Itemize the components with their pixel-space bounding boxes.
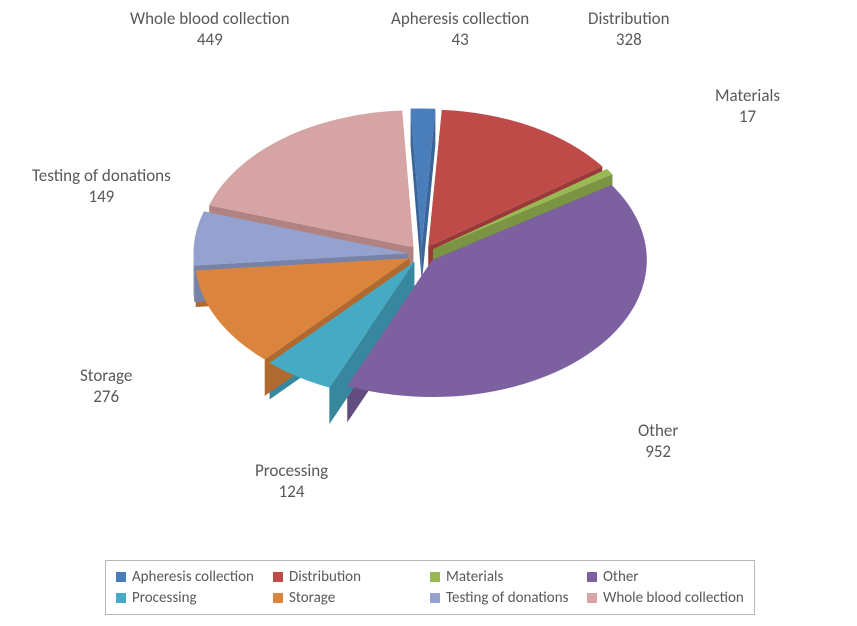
pie-label: Apheresis collection43	[391, 8, 529, 51]
legend-swatch	[587, 572, 597, 582]
pie-label-value: 328	[588, 29, 670, 50]
pie-label-value: 17	[715, 106, 780, 127]
pie-label: Whole blood collection449	[130, 8, 290, 51]
legend-item: Apheresis collection	[116, 568, 273, 586]
pie-label-name: Materials	[715, 85, 780, 106]
pie-label-name: Other	[638, 420, 678, 441]
legend-swatch	[430, 572, 440, 582]
legend-swatch	[116, 593, 126, 603]
legend: Apheresis collection Distribution Material…	[105, 560, 755, 615]
pie-label: Storage276	[80, 365, 132, 408]
legend-label: Whole blood collection	[603, 589, 744, 607]
pie-label-name: Distribution	[588, 8, 670, 29]
legend-label: Other	[603, 568, 639, 586]
chart-area: Apheresis collection43 Distribution328 Mat…	[0, 0, 857, 560]
legend-label: Storage	[289, 589, 335, 607]
legend-label: Testing of donations	[446, 589, 568, 607]
pie-label: Processing124	[255, 460, 328, 503]
legend-label: Apheresis collection	[132, 568, 254, 586]
legend-item: Testing of donations	[430, 589, 587, 607]
legend-item: Whole blood collection	[587, 589, 744, 607]
pie-label-name: Whole blood collection	[130, 8, 290, 29]
pie-label: Testing of donations149	[32, 165, 171, 208]
pie-label-value: 449	[130, 29, 290, 50]
legend-item: Distribution	[273, 568, 430, 586]
pie-label-value: 43	[391, 29, 529, 50]
pie-label-value: 952	[638, 441, 678, 462]
legend-item: Materials	[430, 568, 587, 586]
legend-label: Distribution	[289, 568, 361, 586]
legend-item: Storage	[273, 589, 430, 607]
legend-swatch	[273, 593, 283, 603]
pie-3d	[180, 90, 660, 460]
pie-label-value: 124	[255, 481, 328, 502]
pie-label-value: 149	[32, 186, 171, 207]
pie-label-name: Apheresis collection	[391, 8, 529, 29]
pie-label-value: 276	[80, 386, 132, 407]
legend-swatch	[273, 572, 283, 582]
legend-item: Processing	[116, 589, 273, 607]
pie-label: Distribution328	[588, 8, 670, 51]
pie-label-name: Storage	[80, 365, 132, 386]
legend-swatch	[116, 572, 126, 582]
pie-label-name: Processing	[255, 460, 328, 481]
legend-swatch	[587, 593, 597, 603]
pie-label-name: Testing of donations	[32, 165, 171, 186]
legend-label: Processing	[132, 589, 197, 607]
legend-label: Materials	[446, 568, 503, 586]
legend-swatch	[430, 593, 440, 603]
pie-label: Other952	[638, 420, 678, 463]
pie-label: Materials17	[715, 85, 780, 128]
legend-item: Other	[587, 568, 744, 586]
